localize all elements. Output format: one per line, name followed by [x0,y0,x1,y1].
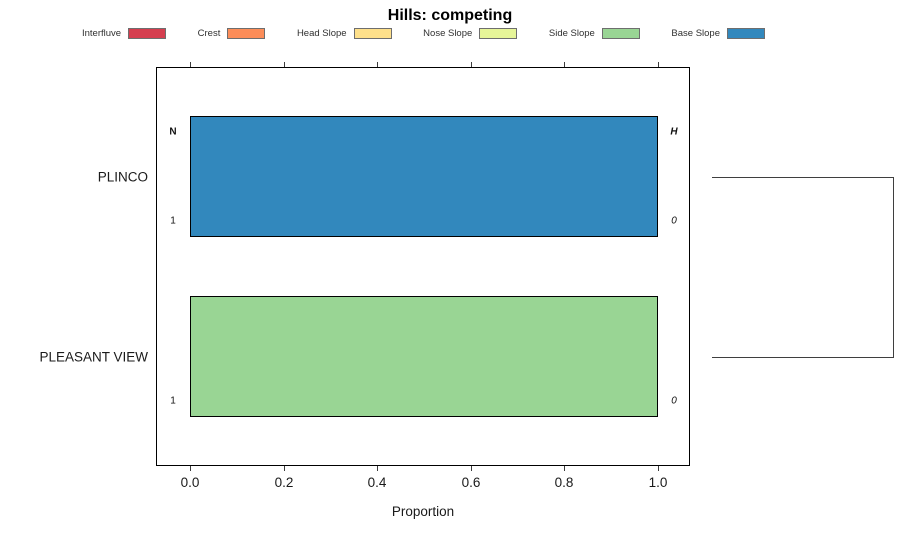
legend-swatch [479,27,518,39]
x-tick-label: 1.0 [648,475,668,490]
x-tick-top [190,62,191,67]
category-label: PLINCO [97,169,148,184]
legend-item: Side Slope [548,27,640,39]
legend-swatch [128,27,167,39]
x-tick [471,466,472,471]
legend-item-label: Head Slope [296,27,347,39]
bar-annotation: 1 [170,395,176,407]
x-tick-top [471,62,472,67]
x-tick [564,466,565,471]
legend-item-label: Side Slope [548,27,595,39]
legend-item: Interfluve [82,27,167,39]
category-label: PLEASANT VIEW [39,349,148,364]
legend-swatch [601,27,640,39]
bar-annotation: 0 [671,395,677,407]
legend-item: Head Slope [296,27,392,39]
legend-item: Base Slope [671,27,765,39]
x-tick-top [377,62,378,67]
x-tick [190,466,191,471]
legend-swatch [727,27,765,39]
x-axis-title: Proportion [391,504,455,519]
legend-item-label: Base Slope [671,27,720,39]
legend-item-label: Nose Slope [423,27,473,39]
legend: Interfluve Crest Head Slope Nose Slope Side … [82,26,765,40]
x-tick-label: 0.2 [274,475,294,490]
x-tick-label: 0.0 [180,475,200,490]
legend-swatch [353,27,392,39]
x-tick [284,466,285,471]
x-tick-label: 0.8 [554,475,574,490]
legend-item: Crest [197,27,266,39]
legend-item-label: Crest [197,27,221,39]
x-tick-top [284,62,285,67]
x-tick [658,466,659,471]
bar-annotation: 1 [170,215,176,227]
proportion-bar [190,116,658,237]
dendrogram-merge [893,177,894,358]
plot-area [156,67,690,466]
x-tick-top [658,62,659,67]
x-tick-label: 0.4 [367,475,387,490]
legend-item: Nose Slope [423,27,518,39]
x-tick-label: 0.6 [461,475,481,490]
legend-swatch [227,27,266,39]
proportion-bar [190,296,658,417]
dendrogram-leaf-bottom [712,357,893,358]
bar-annotation: N [169,126,177,138]
legend-item-label: Interfluve [82,27,122,39]
dendrogram-leaf-top [712,177,893,178]
x-tick [377,466,378,471]
bar-annotation: 0 [671,215,677,227]
chart-title: Hills: competing [387,7,513,24]
x-tick-top [564,62,565,67]
bar-annotation: H [670,126,678,138]
